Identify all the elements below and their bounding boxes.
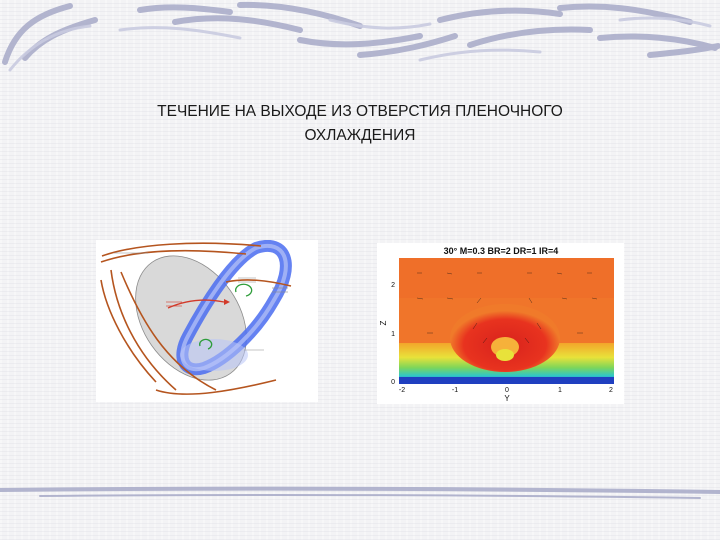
x-axis-label: Y (504, 394, 510, 403)
x-tick-0: -2 (399, 387, 405, 394)
title-line-1: ТЕЧЕНИЕ НА ВЫХОДЕ ИЗ ОТВЕРСТИЯ ПЛЕНОЧНОГ… (157, 103, 563, 120)
slide-title: ТЕЧЕНИЕ НА ВЫХОДЕ ИЗ ОТВЕРСТИЯ ПЛЕНОЧНОГ… (80, 100, 640, 148)
y-tick-1: 1 (391, 331, 395, 338)
flow-schematic-drawing (100, 240, 292, 395)
y-tick-0: 0 (391, 379, 395, 386)
decorative-top-strokes (2, 1, 720, 72)
cfd-contour-plot: 30° M=0.3 BR=2 DR=1 IR=4 -2 -1 0 1 2 (379, 246, 614, 403)
title-line-2: ОХЛАЖДЕНИЯ (304, 127, 416, 144)
x-tick-2: 0 (505, 387, 509, 394)
x-tick-3: 1 (558, 387, 562, 394)
plot-header: 30° M=0.3 BR=2 DR=1 IR=4 (444, 246, 559, 256)
y-tick-2: 2 (391, 282, 395, 289)
y-axis-label: Z (379, 320, 388, 325)
decorative-bottom-stroke (0, 486, 720, 499)
cfd-contour-figure: 30° M=0.3 BR=2 DR=1 IR=4 -2 -1 0 1 2 (377, 243, 624, 404)
x-tick-1: -1 (452, 387, 458, 394)
flow-schematic-figure (96, 240, 318, 402)
x-tick-4: 2 (609, 387, 613, 394)
